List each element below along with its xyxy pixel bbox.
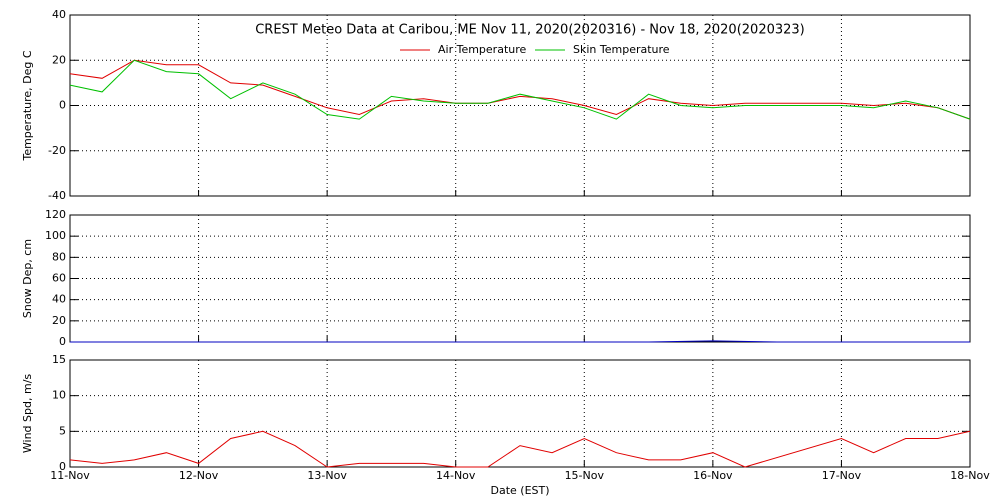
- y-tick-label: 0: [59, 99, 66, 112]
- y-tick-label: 0: [59, 335, 66, 348]
- series-line: [69, 430, 971, 468]
- x-tick-label: 17-Nov: [822, 469, 862, 482]
- y-axis-label: Snow Dep, cm: [21, 239, 34, 318]
- series-line: [69, 59, 971, 120]
- y-tick-label: 0: [59, 460, 66, 473]
- x-tick-label: 18-Nov: [950, 469, 990, 482]
- y-tick-label: 15: [52, 353, 66, 366]
- series-line: [69, 59, 971, 120]
- x-tick-label: 12-Nov: [179, 469, 219, 482]
- legend-label: Skin Temperature: [573, 43, 670, 56]
- y-tick-label: 60: [52, 272, 66, 285]
- x-tick-label: 11-Nov: [50, 469, 90, 482]
- plot-frame: [69, 359, 971, 468]
- x-tick-label: 14-Nov: [436, 469, 476, 482]
- y-tick-label: 20: [52, 314, 66, 327]
- legend-label: Air Temperature: [438, 43, 527, 56]
- y-tick-label: 100: [45, 229, 66, 242]
- y-tick-label: -20: [48, 144, 66, 157]
- chart-title: CREST Meteo Data at Caribou, ME Nov 11, …: [255, 23, 805, 38]
- y-tick-label: 10: [52, 389, 66, 402]
- y-tick-label: 80: [52, 250, 66, 263]
- y-tick-label: 40: [52, 8, 66, 21]
- x-tick-label: 13-Nov: [307, 469, 347, 482]
- y-axis-label: Temperature, Deg C: [21, 50, 34, 161]
- y-axis-label: Wind Spd, m/s: [21, 374, 34, 454]
- y-tick-label: -40: [48, 189, 66, 202]
- plot-frame: [69, 14, 971, 197]
- y-tick-label: 20: [52, 53, 66, 66]
- x-tick-label: 16-Nov: [693, 469, 733, 482]
- y-tick-label: 5: [59, 424, 66, 437]
- x-tick-label: 15-Nov: [565, 469, 605, 482]
- series-line: [70, 340, 970, 343]
- y-tick-label: 40: [52, 293, 66, 306]
- x-axis-label: Date (EST): [490, 484, 549, 497]
- y-tick-label: 120: [45, 208, 66, 221]
